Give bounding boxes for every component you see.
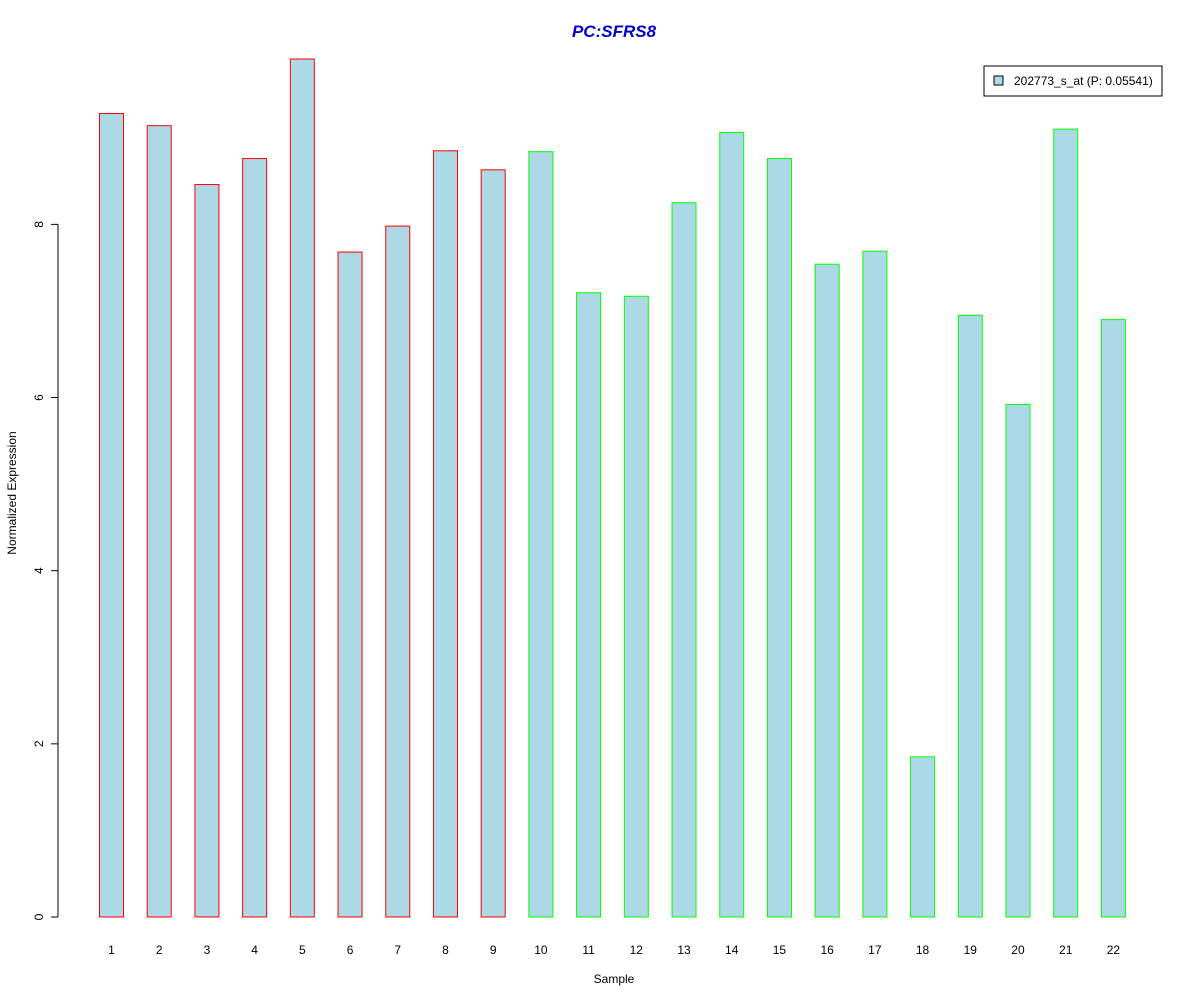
x-axis-label: Sample bbox=[594, 972, 635, 986]
y-tick-label: 4 bbox=[32, 567, 46, 574]
y-tick-label: 8 bbox=[32, 221, 46, 228]
y-axis: 0 2 4 6 8 bbox=[32, 221, 59, 920]
x-tick-label: 7 bbox=[394, 943, 401, 957]
x-tick-label: 14 bbox=[725, 943, 739, 957]
x-tick-label: 16 bbox=[820, 943, 834, 957]
x-tick-label: 22 bbox=[1107, 943, 1121, 957]
legend-box bbox=[983, 65, 1163, 97]
x-tick-label: 2 bbox=[156, 943, 163, 957]
y-tick-label: 6 bbox=[32, 394, 46, 401]
y-tick-label: 0 bbox=[32, 913, 46, 920]
x-tick-label: 3 bbox=[204, 943, 211, 957]
x-tick-label: 13 bbox=[677, 943, 691, 957]
x-tick-label: 5 bbox=[299, 943, 306, 957]
bar bbox=[957, 314, 983, 918]
bar bbox=[1005, 403, 1031, 918]
x-tick-label: 10 bbox=[534, 943, 548, 957]
bar bbox=[337, 251, 363, 918]
x-tick-label: 18 bbox=[916, 943, 930, 957]
x-tick-label: 1 bbox=[108, 943, 115, 957]
bar bbox=[194, 184, 220, 918]
y-tick-label: 2 bbox=[32, 740, 46, 747]
x-tick-label: 9 bbox=[490, 943, 497, 957]
bar bbox=[146, 125, 172, 918]
bar bbox=[385, 225, 411, 918]
x-tick-label: 4 bbox=[251, 943, 258, 957]
x-tick-label: 20 bbox=[1011, 943, 1025, 957]
y-axis-label: Normalized Expression bbox=[5, 431, 19, 554]
x-tick-label: 21 bbox=[1059, 943, 1073, 957]
legend: 202773_s_at (P: 0.05541) bbox=[983, 65, 1163, 97]
bar bbox=[1053, 128, 1079, 918]
bar bbox=[528, 151, 554, 918]
bar bbox=[671, 202, 697, 918]
bar bbox=[910, 756, 936, 918]
x-tick-label: 19 bbox=[964, 943, 978, 957]
chart-title: PC:SFRS8 bbox=[572, 22, 657, 41]
x-tick-label: 6 bbox=[347, 943, 354, 957]
legend-label: 202773_s_at (P: 0.05541) bbox=[1014, 74, 1153, 88]
x-tick-labels: 1 2 3 4 5 6 7 8 9 10 11 12 13 14 15 16 17 18 19 20 21 22 bbox=[108, 943, 1120, 957]
bar bbox=[289, 58, 315, 918]
bar bbox=[623, 295, 649, 918]
bar bbox=[766, 158, 792, 918]
bar bbox=[576, 292, 602, 918]
bar bbox=[99, 113, 124, 918]
bar bbox=[1100, 319, 1126, 918]
bar bbox=[814, 263, 840, 918]
bar bbox=[480, 169, 506, 918]
x-tick-label: 11 bbox=[582, 943, 595, 957]
bars-group bbox=[99, 58, 1126, 918]
x-tick-label: 8 bbox=[442, 943, 449, 957]
bar bbox=[432, 150, 458, 918]
legend-swatch bbox=[993, 75, 1004, 86]
x-tick-label: 12 bbox=[630, 943, 644, 957]
x-tick-label: 15 bbox=[773, 943, 787, 957]
bar bbox=[719, 132, 745, 918]
x-tick-label: 17 bbox=[868, 943, 882, 957]
bar bbox=[862, 250, 888, 918]
bar bbox=[242, 158, 268, 918]
